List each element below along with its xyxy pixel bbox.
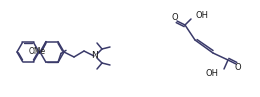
Text: OH: OH — [196, 12, 209, 20]
Text: O: O — [235, 64, 241, 72]
Text: OH: OH — [206, 68, 219, 78]
Text: O: O — [172, 13, 178, 23]
Text: N: N — [92, 52, 98, 61]
Text: OMe: OMe — [28, 47, 46, 56]
